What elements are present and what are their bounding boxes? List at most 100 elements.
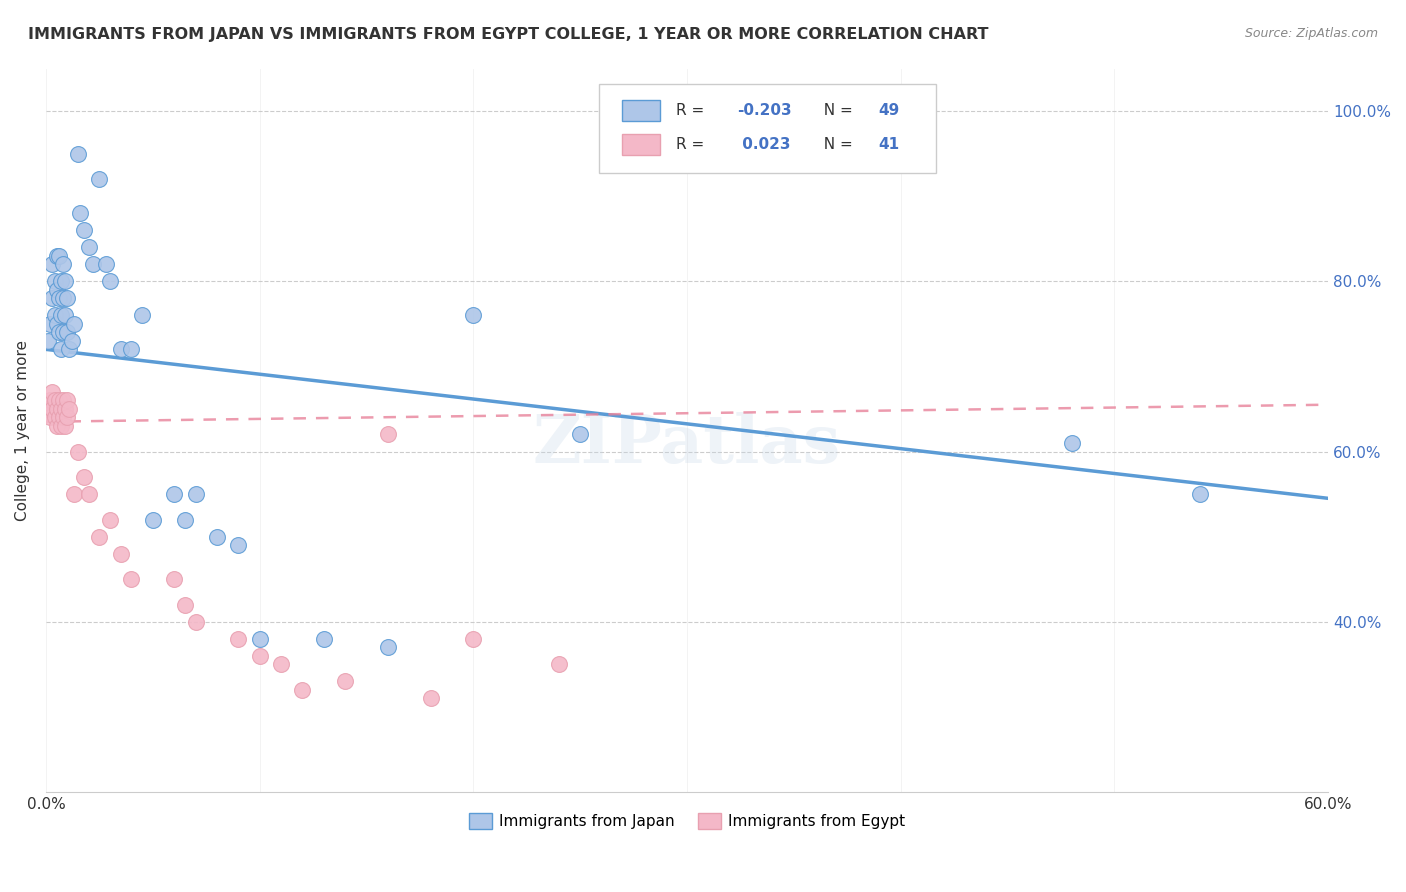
Point	[39, 317, 62, 331]
Point	[41, 401, 63, 416]
Point	[205, 530, 228, 544]
Text: N =: N =	[814, 137, 858, 152]
Bar	[621, 100, 661, 121]
Point	[697, 87, 720, 101]
Point	[56, 326, 79, 340]
Point	[120, 343, 142, 357]
Point	[1188, 487, 1211, 501]
Point	[44, 309, 66, 323]
Point	[569, 427, 592, 442]
Point	[249, 648, 271, 663]
Point	[62, 487, 84, 501]
Point	[463, 309, 485, 323]
Text: R =: R =	[675, 137, 709, 152]
Point	[547, 657, 569, 672]
Point	[52, 326, 75, 340]
Point	[184, 615, 207, 629]
Point	[53, 309, 76, 323]
Text: R =: R =	[675, 103, 709, 118]
Point	[77, 487, 100, 501]
Point	[226, 538, 249, 552]
Point	[48, 393, 70, 408]
Point	[291, 682, 314, 697]
Point	[58, 401, 80, 416]
Point	[89, 172, 111, 186]
Point	[44, 274, 66, 288]
Point	[45, 283, 67, 297]
Point	[73, 470, 96, 484]
FancyBboxPatch shape	[599, 84, 936, 173]
Point	[41, 384, 63, 399]
Point	[53, 274, 76, 288]
Point	[77, 240, 100, 254]
Point	[52, 257, 75, 271]
Point	[73, 223, 96, 237]
Point	[163, 572, 186, 586]
Point	[173, 513, 195, 527]
Text: N =: N =	[814, 103, 858, 118]
Point	[49, 419, 72, 434]
Point	[48, 249, 70, 263]
Point	[39, 393, 62, 408]
Point	[60, 334, 83, 348]
Point	[45, 401, 67, 416]
Point	[45, 419, 67, 434]
Text: 41: 41	[879, 137, 900, 152]
Point	[48, 326, 70, 340]
Point	[44, 393, 66, 408]
Text: -0.203: -0.203	[737, 103, 792, 118]
Point	[463, 632, 485, 646]
Point	[82, 257, 104, 271]
Point	[333, 674, 356, 689]
Point	[45, 249, 67, 263]
Point	[270, 657, 292, 672]
Point	[94, 257, 117, 271]
Point	[66, 444, 89, 458]
Point	[120, 572, 142, 586]
Point	[52, 291, 75, 305]
Point	[56, 291, 79, 305]
Point	[58, 343, 80, 357]
Point	[163, 487, 186, 501]
Point	[44, 410, 66, 425]
Point	[53, 419, 76, 434]
Point	[39, 410, 62, 425]
Point	[48, 291, 70, 305]
Bar	[621, 134, 661, 155]
Legend: Immigrants from Japan, Immigrants from Egypt: Immigrants from Japan, Immigrants from E…	[463, 806, 911, 835]
Point	[110, 343, 132, 357]
Point	[419, 691, 441, 706]
Point	[98, 274, 121, 288]
Point	[56, 393, 79, 408]
Point	[173, 598, 195, 612]
Point	[48, 410, 70, 425]
Text: Source: ZipAtlas.com: Source: ZipAtlas.com	[1244, 27, 1378, 40]
Point	[184, 487, 207, 501]
Point	[37, 334, 59, 348]
Point	[49, 274, 72, 288]
Point	[49, 401, 72, 416]
Point	[142, 513, 165, 527]
Point	[49, 309, 72, 323]
Point	[41, 257, 63, 271]
Point	[377, 427, 399, 442]
Point	[377, 640, 399, 655]
Point	[69, 206, 91, 220]
Point	[249, 632, 271, 646]
Point	[49, 343, 72, 357]
Point	[37, 401, 59, 416]
Point	[45, 317, 67, 331]
Point	[53, 401, 76, 416]
Point	[110, 547, 132, 561]
Point	[52, 410, 75, 425]
Point	[62, 317, 84, 331]
Point	[98, 513, 121, 527]
Point	[1060, 436, 1083, 450]
Point	[226, 632, 249, 646]
Text: 0.023: 0.023	[737, 137, 790, 152]
Point	[52, 393, 75, 408]
Point	[131, 309, 153, 323]
Text: ZIPatlas: ZIPatlas	[533, 412, 841, 477]
Text: IMMIGRANTS FROM JAPAN VS IMMIGRANTS FROM EGYPT COLLEGE, 1 YEAR OR MORE CORRELATI: IMMIGRANTS FROM JAPAN VS IMMIGRANTS FROM…	[28, 27, 988, 42]
Point	[89, 530, 111, 544]
